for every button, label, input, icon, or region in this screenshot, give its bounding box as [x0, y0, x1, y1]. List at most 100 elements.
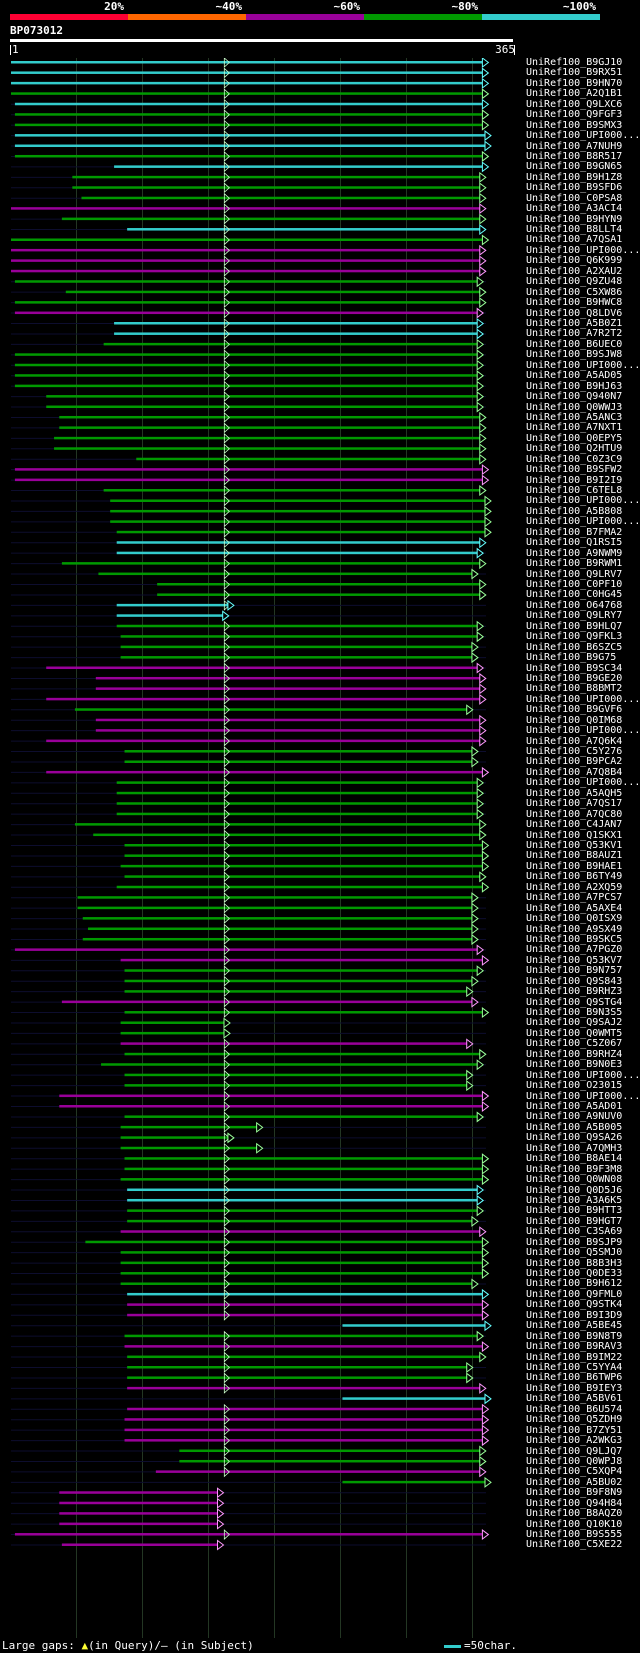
- hit-id-link[interactable]: UniRef100_Q0WPJ8: [526, 1455, 623, 1467]
- hit-id-link[interactable]: UniRef100_C4JAN7: [526, 819, 623, 831]
- hit-id-link[interactable]: UniRef100_Q94H84: [526, 1497, 623, 1509]
- hit-bar[interactable]: [59, 1512, 219, 1515]
- hit-id-link[interactable]: UniRef100_Q5SMJ0: [526, 1247, 623, 1259]
- hit-bar[interactable]: [114, 322, 479, 325]
- hit-bar[interactable]: [14, 384, 479, 388]
- hit-bar[interactable]: [114, 165, 484, 168]
- hit-id-link[interactable]: UniRef100_Q9LRY7: [526, 610, 623, 622]
- hit-bar[interactable]: [81, 196, 481, 200]
- hit-bar[interactable]: [120, 1272, 484, 1275]
- hit-id-link[interactable]: UniRef100_B9H612: [526, 1278, 623, 1290]
- hit-id-link[interactable]: UniRef100_B6TY49: [526, 871, 623, 883]
- hit-id-link[interactable]: UniRef100_Q9SAJ2: [526, 1017, 623, 1029]
- hit-bar[interactable]: [74, 823, 481, 826]
- hit-bar[interactable]: [103, 342, 479, 346]
- hit-bar[interactable]: [124, 1439, 484, 1442]
- hit-id-link[interactable]: UniRef100_UPI000...: [526, 693, 640, 705]
- hit-id-link[interactable]: UniRef100_B6U574: [526, 1403, 623, 1415]
- hit-id-link[interactable]: UniRef100_A5B808: [526, 505, 623, 517]
- hit-bar[interactable]: [124, 990, 468, 993]
- hit-bar[interactable]: [127, 1386, 481, 1390]
- hit-bar[interactable]: [59, 1491, 219, 1494]
- hit-id-link[interactable]: UniRef100_Q53KV7: [526, 954, 623, 966]
- hit-bar[interactable]: [124, 1011, 484, 1014]
- hit-bar[interactable]: [61, 1543, 219, 1546]
- hit-id-link[interactable]: UniRef100_Q1RSI5: [526, 537, 623, 549]
- hit-bar[interactable]: [110, 499, 486, 502]
- hit-bar[interactable]: [11, 248, 481, 252]
- hit-id-link[interactable]: UniRef100_Q9ZU48: [526, 276, 623, 288]
- hit-bar[interactable]: [14, 113, 484, 116]
- hit-bar[interactable]: [95, 729, 481, 732]
- hit-id-link[interactable]: UniRef100_B9GVF6: [526, 704, 623, 716]
- hit-bar[interactable]: [127, 1355, 481, 1359]
- hit-id-link[interactable]: UniRef100_O23015: [526, 1080, 623, 1092]
- hit-bar[interactable]: [124, 844, 484, 847]
- hit-bar[interactable]: [116, 603, 229, 607]
- hit-bar[interactable]: [116, 885, 484, 889]
- hit-bar[interactable]: [120, 1178, 484, 1181]
- hit-bar[interactable]: [11, 269, 481, 273]
- hit-bar[interactable]: [59, 1105, 484, 1108]
- hit-id-link[interactable]: UniRef100_C5Z067: [526, 1038, 623, 1050]
- hit-bar[interactable]: [77, 896, 473, 899]
- hit-id-link[interactable]: UniRef100_B9N0E3: [526, 1059, 623, 1071]
- hit-bar[interactable]: [103, 489, 481, 492]
- hit-id-link[interactable]: UniRef100_Q9FGF3: [526, 109, 623, 121]
- hit-bar[interactable]: [14, 154, 484, 158]
- hit-bar[interactable]: [179, 1449, 481, 1453]
- hit-bar[interactable]: [116, 614, 224, 617]
- hit-id-link[interactable]: UniRef100_A5B0Z1: [526, 318, 623, 329]
- hit-id-link[interactable]: UniRef100_C3SA69: [526, 1226, 623, 1238]
- hit-id-link[interactable]: UniRef100_O64768: [526, 599, 623, 611]
- hit-id-link[interactable]: UniRef100_C0PSA8: [526, 192, 623, 204]
- hit-id-link[interactable]: UniRef100_A7Q6K4: [526, 735, 623, 747]
- hit-bar[interactable]: [127, 1188, 479, 1192]
- hit-id-link[interactable]: UniRef100_Q9SA26: [526, 1132, 623, 1144]
- hit-bar[interactable]: [46, 739, 481, 743]
- hit-id-link[interactable]: UniRef100_C5Y276: [526, 746, 623, 758]
- hit-id-link[interactable]: UniRef100_B9HLQ7: [526, 620, 623, 632]
- hit-bar[interactable]: [11, 207, 481, 210]
- hit-id-link[interactable]: UniRef100_A2Q1B1: [526, 88, 623, 100]
- hit-id-link[interactable]: UniRef100_Q9S843: [526, 975, 623, 987]
- hit-bar[interactable]: [136, 457, 481, 461]
- hit-id-link[interactable]: UniRef100_B9I3D9: [526, 1309, 623, 1321]
- hit-bar[interactable]: [87, 927, 473, 931]
- hit-id-link[interactable]: UniRef100_A5BV61: [526, 1393, 623, 1405]
- hit-bar[interactable]: [116, 530, 486, 534]
- hit-id-link[interactable]: UniRef100_A7NUH9: [526, 140, 623, 152]
- hit-bar[interactable]: [127, 1407, 484, 1411]
- hit-id-link[interactable]: UniRef100_B9PCA2: [526, 756, 623, 768]
- hit-bar[interactable]: [14, 280, 479, 283]
- hit-bar[interactable]: [127, 228, 481, 231]
- hit-id-link[interactable]: UniRef100_B9IM22: [526, 1351, 623, 1363]
- hit-bar[interactable]: [59, 1094, 484, 1098]
- hit-id-link[interactable]: UniRef100_Q53KV1: [526, 840, 623, 851]
- hit-id-link[interactable]: UniRef100_UPI000...: [526, 130, 640, 142]
- hit-id-link[interactable]: UniRef100_B9G75: [526, 652, 617, 664]
- hit-id-link[interactable]: UniRef100_B8AQZ0: [526, 1508, 623, 1520]
- hit-id-link[interactable]: UniRef100_B9GN65: [526, 161, 623, 173]
- hit-bar[interactable]: [110, 520, 486, 523]
- hit-bar[interactable]: [120, 1261, 484, 1265]
- hit-id-link[interactable]: UniRef100_B9HYN9: [526, 213, 623, 225]
- hit-id-link[interactable]: UniRef100_B7ZY51: [526, 1424, 623, 1436]
- hit-bar[interactable]: [124, 1418, 484, 1421]
- hit-id-link[interactable]: UniRef100_A7QSA1: [526, 234, 623, 246]
- hit-id-link[interactable]: UniRef100_B9S555: [526, 1529, 623, 1541]
- hit-bar[interactable]: [342, 1480, 486, 1484]
- hit-bar[interactable]: [124, 1115, 479, 1118]
- hit-bar[interactable]: [14, 134, 487, 137]
- hit-bar[interactable]: [61, 1000, 473, 1004]
- hit-id-link[interactable]: UniRef100_A3A6K5: [526, 1194, 623, 1206]
- hit-bar[interactable]: [14, 102, 484, 106]
- hit-id-link[interactable]: UniRef100_A5BE45: [526, 1320, 623, 1332]
- hit-bar[interactable]: [46, 697, 481, 701]
- hit-id-link[interactable]: UniRef100_B9F8N9: [526, 1487, 623, 1499]
- hit-bar[interactable]: [124, 969, 479, 972]
- hit-id-link[interactable]: UniRef100_Q0DE33: [526, 1268, 623, 1280]
- hit-id-link[interactable]: UniRef100_Q9STK4: [526, 1299, 623, 1311]
- hit-bar[interactable]: [110, 509, 486, 513]
- hit-id-link[interactable]: UniRef100_A5ANC3: [526, 411, 623, 423]
